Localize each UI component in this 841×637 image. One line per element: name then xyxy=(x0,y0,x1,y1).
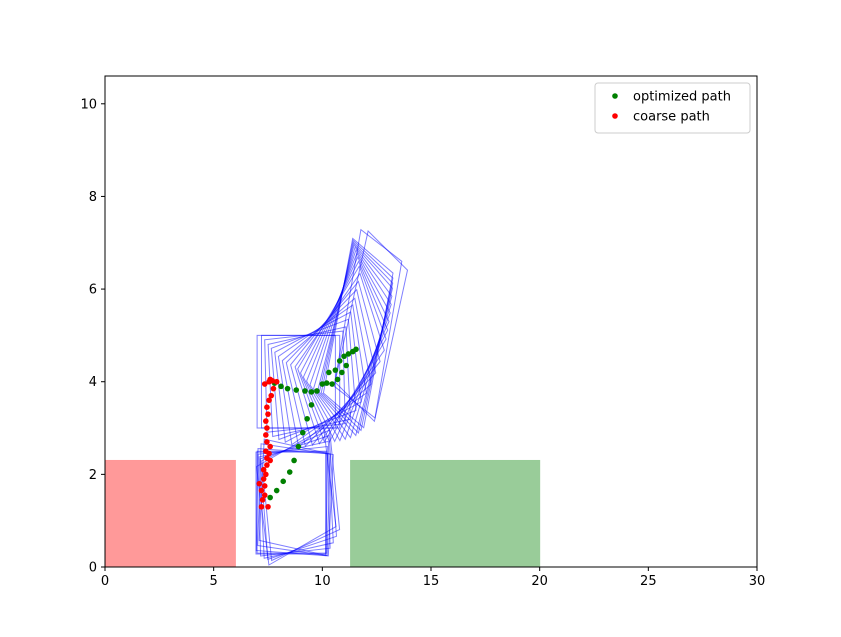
optimized-path-point xyxy=(302,388,308,394)
coarse-path-point xyxy=(265,503,271,510)
legend: optimized path coarse path xyxy=(594,82,751,134)
optimized-path-point xyxy=(345,351,352,357)
legend-label-coarse-path: coarse path xyxy=(633,110,710,125)
y-tick-label: 6 xyxy=(89,283,97,298)
legend-box xyxy=(594,82,751,134)
optimized-path-point xyxy=(278,383,284,390)
coarse-path-point xyxy=(264,439,270,445)
optimized-path-point xyxy=(299,429,306,436)
x-tick-label: 25 xyxy=(640,574,657,589)
coarse-path-point xyxy=(263,432,269,438)
optimized-path-point xyxy=(319,381,326,387)
coarse-path-point xyxy=(264,462,270,468)
coarse-path-point xyxy=(264,404,270,410)
coarse-path-point xyxy=(264,425,270,431)
legend-marker-coarse-path xyxy=(612,113,618,119)
optimized-path-point xyxy=(323,380,330,386)
x-tick-label: 10 xyxy=(314,574,331,589)
coarse-path-point xyxy=(259,497,266,503)
optimized-path-point xyxy=(334,376,341,383)
x-tick-label: 5 xyxy=(210,574,218,589)
coarse-path-point xyxy=(273,378,280,385)
optimized-path-point xyxy=(336,358,343,364)
coarse-path-point xyxy=(266,397,272,404)
y-tick-label: 0 xyxy=(89,561,97,576)
coarse-path-point xyxy=(261,381,268,387)
coarse-path-point xyxy=(267,376,273,383)
coarse-path-point xyxy=(263,448,269,454)
optimized-path-point xyxy=(286,469,293,475)
coarse-path-point xyxy=(264,455,270,461)
obstacle-regions xyxy=(105,459,541,567)
optimized-path-point xyxy=(291,457,297,464)
y-tick-label: 4 xyxy=(89,375,97,390)
y-tick-label: 8 xyxy=(89,190,97,205)
optimized-path-point xyxy=(314,388,320,394)
axis-ticks: 0 5 10 15 20 25 30 0 2 4 6 8 10 xyxy=(80,97,765,589)
coarse-path-point xyxy=(265,411,271,417)
footprint-33 xyxy=(334,230,409,423)
coarse-path-point xyxy=(261,492,268,499)
vehicle-footprints xyxy=(255,228,409,566)
x-tick-label: 15 xyxy=(423,574,440,589)
optimized-path-point xyxy=(339,369,345,376)
optimized-path-point xyxy=(341,353,347,360)
x-tick-label: 20 xyxy=(531,574,548,589)
optimized-path-point xyxy=(343,362,350,369)
optimized-path-point xyxy=(280,478,287,485)
optimized-path-point xyxy=(332,367,339,373)
optimized-path-point xyxy=(308,389,315,395)
coarse-path-point xyxy=(260,476,267,482)
optimized-path-point xyxy=(326,369,332,376)
coarse-path-point xyxy=(263,418,269,424)
optimized-path-point xyxy=(353,346,359,353)
coarse-path-point xyxy=(263,471,269,478)
obstacle-region-1 xyxy=(105,459,236,567)
obstacle-region-2 xyxy=(350,459,541,567)
optimized-path-point xyxy=(295,443,302,450)
optimized-path-point xyxy=(284,385,291,392)
y-tick-label: 10 xyxy=(80,97,97,112)
footprint-12 xyxy=(261,334,341,429)
footprint-32 xyxy=(333,228,403,419)
legend-marker-optimized-path xyxy=(612,93,618,99)
coarse-path-point xyxy=(268,392,275,399)
footprint-27 xyxy=(313,246,393,439)
coarse-path-point xyxy=(258,487,265,494)
optimized-path-point xyxy=(304,415,310,422)
optimized-path-point xyxy=(329,381,335,387)
footprint-9 xyxy=(258,438,334,557)
legend-label-optimized-path: optimized path xyxy=(633,90,731,105)
coarse-path-point xyxy=(270,385,277,392)
x-tick-label: 0 xyxy=(101,574,109,589)
x-tick-label: 30 xyxy=(749,574,766,589)
coarse-path-point xyxy=(260,466,267,473)
coarse-path-point xyxy=(258,503,265,510)
y-tick-label: 2 xyxy=(89,468,97,483)
footprint-31 xyxy=(322,237,394,429)
optimized-path-point xyxy=(273,487,280,494)
path-points xyxy=(256,346,359,510)
coarse-path-point xyxy=(267,443,273,450)
optimized-path-point xyxy=(293,387,300,393)
coarse-path-point xyxy=(261,483,268,489)
optimized-path-point xyxy=(308,402,315,408)
optimized-path-point xyxy=(267,494,273,501)
coarse-path-point xyxy=(256,480,263,487)
